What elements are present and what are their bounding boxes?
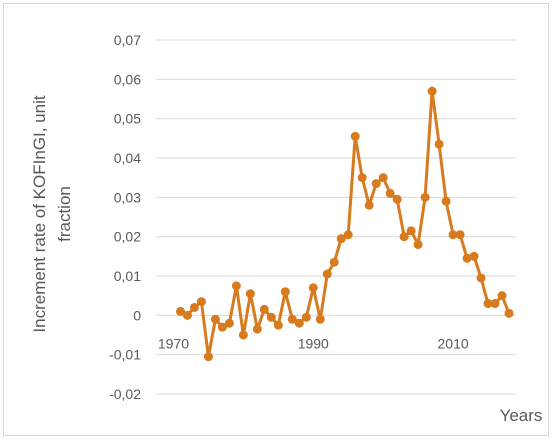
data-point bbox=[238, 330, 248, 340]
data-point bbox=[469, 251, 479, 261]
x-tick-labels: 1970 1990 2010 bbox=[158, 335, 469, 351]
y-tick-label: 0,05 bbox=[114, 111, 141, 127]
x-tick-label: 2010 bbox=[438, 335, 469, 351]
data-point bbox=[182, 310, 192, 320]
data-point bbox=[476, 273, 486, 283]
data-point bbox=[399, 232, 409, 242]
data-point bbox=[196, 297, 206, 307]
y-tick-label: -0,02 bbox=[109, 386, 141, 402]
y-tick-label: 0 bbox=[133, 307, 141, 323]
data-point bbox=[189, 302, 199, 312]
gridlines bbox=[156, 39, 516, 395]
data-point bbox=[266, 312, 276, 322]
data-point bbox=[245, 289, 255, 299]
x-tick-label: 1990 bbox=[298, 335, 329, 351]
data-point bbox=[434, 139, 444, 149]
data-point bbox=[406, 226, 416, 236]
x-tick-label: 1970 bbox=[158, 335, 189, 351]
series-line bbox=[179, 89, 511, 359]
data-point bbox=[210, 314, 220, 324]
data-point bbox=[231, 281, 241, 291]
data-point bbox=[420, 192, 430, 202]
y-tick-label: 0,06 bbox=[114, 71, 141, 87]
data-point bbox=[385, 188, 395, 198]
y-tick-label: -0,01 bbox=[109, 347, 141, 363]
data-point bbox=[357, 173, 367, 183]
data-point bbox=[364, 200, 374, 210]
data-point bbox=[490, 299, 500, 309]
y-tick-label: 0,04 bbox=[114, 150, 141, 166]
data-point bbox=[441, 196, 451, 206]
data-point bbox=[343, 230, 353, 240]
data-point bbox=[392, 194, 402, 204]
data-point bbox=[294, 318, 304, 328]
data-point bbox=[301, 312, 311, 322]
data-point bbox=[217, 322, 227, 332]
data-point bbox=[280, 287, 290, 297]
data-point bbox=[378, 173, 388, 183]
x-axis-title: Years bbox=[500, 406, 543, 425]
line-chart: 0,070,060,050,040,030,020,010-0,01-0,02 … bbox=[30, 32, 543, 425]
data-point bbox=[350, 131, 360, 141]
data-point bbox=[273, 320, 283, 330]
y-tick-label: 0,03 bbox=[114, 189, 141, 205]
data-point bbox=[322, 269, 332, 279]
y-tick-labels: 0,07 0,06 0,05 0,04 0,03 0,02 0,01 0 -0,01 -0,02 bbox=[109, 32, 141, 402]
y-axis-title-line-2: fraction bbox=[55, 186, 74, 242]
data-point bbox=[287, 314, 297, 324]
data-point bbox=[329, 257, 339, 267]
y-axis-title-line-1: Increment rate of KOFInGI, unit bbox=[30, 95, 49, 332]
data-point bbox=[427, 86, 437, 96]
y-tick-label: 0,01 bbox=[114, 268, 141, 284]
chart-frame: 0,07 0,06 0,05 0,04 0,03 0,02 0,01 0 -0,01 -0,02 … bbox=[3, 3, 549, 436]
data-point bbox=[203, 352, 213, 362]
data-point bbox=[315, 314, 325, 324]
data-point bbox=[308, 283, 318, 293]
data-point bbox=[413, 240, 423, 250]
series-kofingi bbox=[175, 86, 514, 362]
data-point bbox=[462, 253, 472, 263]
data-point bbox=[371, 179, 381, 189]
data-point bbox=[336, 234, 346, 244]
data-point bbox=[504, 308, 514, 318]
y-tick-label: 0,02 bbox=[114, 229, 141, 245]
data-point bbox=[455, 230, 465, 240]
data-point bbox=[252, 324, 262, 334]
y-tick-label: 0,07 bbox=[114, 32, 141, 48]
data-point bbox=[224, 318, 234, 328]
data-point bbox=[497, 291, 507, 301]
data-point bbox=[448, 230, 458, 240]
data-point bbox=[259, 304, 269, 314]
data-point bbox=[483, 299, 493, 309]
data-point bbox=[175, 306, 185, 316]
